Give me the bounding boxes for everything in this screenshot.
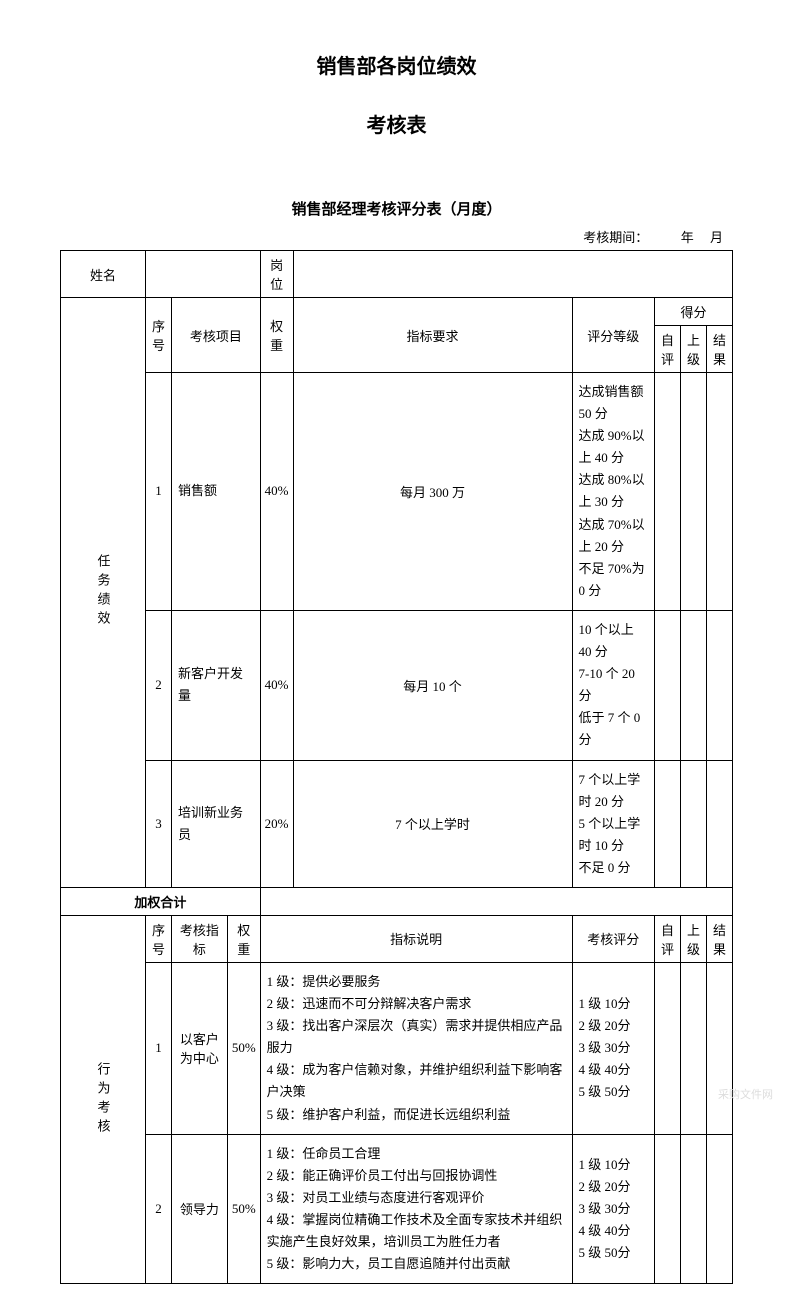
b1-weight: 50%	[227, 962, 260, 1134]
b-sup-header: 上级	[681, 915, 707, 962]
b1-scores: 1 级 10分2 级 20分3 级 30分4 级 40分5 级 50分	[572, 962, 655, 1134]
section-b-row-2: 2 领导力 50% 1 级：任命员工合理2 级：能正确评价员工付出与回报协调性3…	[61, 1134, 733, 1284]
a3-item: 培训新业务员	[172, 760, 261, 887]
b2-self[interactable]	[655, 1134, 681, 1284]
b2-desc: 1 级：任命员工合理2 级：能正确评价员工付出与回报协调性3 级：对员工业绩与态…	[260, 1134, 572, 1284]
b1-self[interactable]	[655, 962, 681, 1134]
b1-res[interactable]	[707, 962, 733, 1134]
section-b-row-1: 1 以客户为中心 50% 1 级：提供必要服务2 级：迅速而不可分辩解决客户需求…	[61, 962, 733, 1134]
b2-weight: 50%	[227, 1134, 260, 1284]
weighted-total-label: 加权合计	[61, 887, 261, 915]
weighted-total-row: 加权合计	[61, 887, 733, 915]
b2-res[interactable]	[707, 1134, 733, 1284]
b-self-header: 自评	[655, 915, 681, 962]
section-a-row-3: 3 培训新业务员 20% 7 个以上学时 7 个以上学时 20 分5 个以上学时…	[61, 760, 733, 887]
b2-item: 领导力	[172, 1134, 228, 1284]
a2-self[interactable]	[655, 610, 681, 760]
b-weight-header: 权重	[227, 915, 260, 962]
a2-no: 2	[146, 610, 172, 760]
a1-req: 每月 300 万	[293, 373, 572, 611]
result-header: 结果	[707, 326, 733, 373]
a1-sup[interactable]	[681, 373, 707, 611]
section-a-header-1: 任务绩效 序号 考核项目 权重 指标要求 评分等级 得分	[61, 298, 733, 326]
subtitle: 销售部经理考核评分表（月度）	[60, 198, 733, 219]
a3-res[interactable]	[707, 760, 733, 887]
name-value[interactable]	[146, 251, 261, 298]
score-header: 得分	[655, 298, 733, 326]
a1-res[interactable]	[707, 373, 733, 611]
b2-sup[interactable]	[681, 1134, 707, 1284]
name-position-row: 姓名 岗位	[61, 251, 733, 298]
name-label: 姓名	[61, 251, 146, 298]
section-a-row-1: 1 销售额 40% 每月 300 万 达成销售额 50 分达成 90%以上 40…	[61, 373, 733, 611]
seq-header: 序号	[146, 298, 172, 373]
period-row: 考核期间： 年 月	[60, 227, 733, 246]
weight-header: 权重	[260, 298, 293, 373]
a1-levels: 达成销售额 50 分达成 90%以上 40 分达成 80%以上 30 分达成 7…	[572, 373, 655, 611]
position-label: 岗位	[260, 251, 293, 298]
position-value[interactable]	[293, 251, 732, 298]
a3-req: 7 个以上学时	[293, 760, 572, 887]
main-title-1: 销售部各岗位绩效	[60, 50, 733, 79]
main-title-2: 考核表	[60, 109, 733, 138]
b1-item: 以客户为中心	[172, 962, 228, 1134]
a2-item: 新客户开发量	[172, 610, 261, 760]
weighted-total-value[interactable]	[260, 887, 732, 915]
self-eval-header: 自评	[655, 326, 681, 373]
indicator-req-header: 指标要求	[293, 298, 572, 373]
scoring-level-header: 评分等级	[572, 298, 655, 373]
a3-weight: 20%	[260, 760, 293, 887]
section-a-label: 任务绩效	[61, 298, 146, 888]
a3-sup[interactable]	[681, 760, 707, 887]
a1-item: 销售额	[172, 373, 261, 611]
b-desc-header: 指标说明	[260, 915, 572, 962]
a2-sup[interactable]	[681, 610, 707, 760]
period-label: 考核期间：	[583, 230, 648, 245]
section-b-label: 行为考核	[61, 915, 146, 1283]
b-indicator-header: 考核指标	[172, 915, 228, 962]
a1-weight: 40%	[260, 373, 293, 611]
b-res-header: 结果	[707, 915, 733, 962]
section-a-row-2: 2 新客户开发量 40% 每月 10 个 10 个以上 40 分7-10 个 2…	[61, 610, 733, 760]
b1-sup[interactable]	[681, 962, 707, 1134]
assessment-table: 姓名 岗位 任务绩效 序号 考核项目 权重 指标要求 评分等级 得分 自评 上级…	[60, 250, 733, 1284]
a3-no: 3	[146, 760, 172, 887]
b1-no: 1	[146, 962, 172, 1134]
section-b-header: 行为考核 序号 考核指标 权重 指标说明 考核评分 自评 上级 结果	[61, 915, 733, 962]
b-seq-header: 序号	[146, 915, 172, 962]
a3-levels: 7 个以上学时 20 分5 个以上学时 10 分不足 0 分	[572, 760, 655, 887]
a2-res[interactable]	[707, 610, 733, 760]
a1-no: 1	[146, 373, 172, 611]
a2-weight: 40%	[260, 610, 293, 760]
b-score-header: 考核评分	[572, 915, 655, 962]
a2-levels: 10 个以上 40 分7-10 个 20 分低于 7 个 0 分	[572, 610, 655, 760]
b2-scores: 1 级 10分2 级 20分3 级 30分4 级 40分5 级 50分	[572, 1134, 655, 1284]
month-label: 月	[710, 230, 723, 245]
a1-self[interactable]	[655, 373, 681, 611]
year-label: 年	[681, 230, 694, 245]
supervisor-header: 上级	[681, 326, 707, 373]
a3-self[interactable]	[655, 760, 681, 887]
assess-item-header: 考核项目	[172, 298, 261, 373]
b2-no: 2	[146, 1134, 172, 1284]
a2-req: 每月 10 个	[293, 610, 572, 760]
b1-desc: 1 级：提供必要服务2 级：迅速而不可分辩解决客户需求3 级：找出客户深层次（真…	[260, 962, 572, 1134]
